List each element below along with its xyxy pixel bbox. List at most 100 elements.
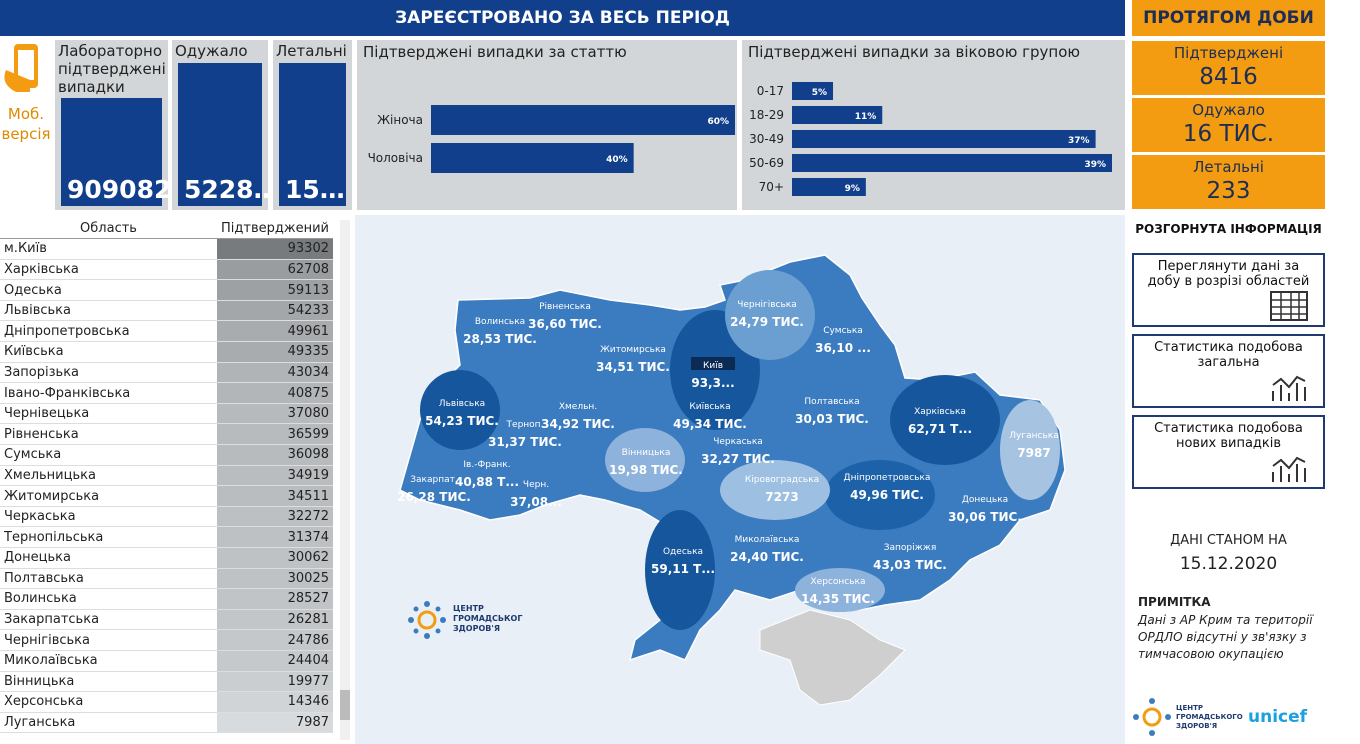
icon-part <box>1271 292 1307 320</box>
table-row: Тернопільська 31374 <box>0 526 333 548</box>
region-value: 59,11 Т... <box>651 562 715 576</box>
region-name: Львівська <box>0 300 218 322</box>
region-value: 24404 <box>217 650 333 672</box>
region-name: Дніпропетровська <box>0 320 218 343</box>
region-name: Одеська <box>0 279 218 301</box>
region-value: 54233 <box>217 300 333 322</box>
region-value: 40875 <box>217 382 333 404</box>
region-name: Волинська <box>475 317 525 327</box>
nav-button[interactable]: Статистика подобова нових випадків <box>1132 415 1325 489</box>
scrollbar[interactable] <box>340 220 350 740</box>
region-name: Волинська <box>0 588 218 610</box>
table-row: Волинська 28527 <box>0 588 333 610</box>
region-name: Житомирська <box>0 485 218 507</box>
region-value: 62,71 Т... <box>908 422 972 436</box>
button-icon <box>1270 291 1308 321</box>
region-value: 19977 <box>217 671 333 693</box>
daily-title: ПРОТЯГОМ ДОБИ <box>1132 0 1325 36</box>
category-label: 0-17 <box>757 84 784 98</box>
center-logo-text: ЦЕНТР ГРОМАДСЬКОГО ЗДОРОВ'Я <box>1176 703 1243 730</box>
region-value: 31,37 ТИС. <box>488 435 562 449</box>
nav-button[interactable]: Переглянути дані за добу в розрізі облас… <box>1132 253 1325 327</box>
table-row: Чернігівська 24786 <box>0 629 333 651</box>
table-row: м.Київ 93302 <box>0 238 333 260</box>
sidebar-title: РОЗГОРНУТА ІНФОРМАЦІЯ <box>1135 222 1322 236</box>
icon-part <box>1272 375 1306 401</box>
table-row: Харківська 62708 <box>0 259 333 281</box>
category-label: 50-69 <box>749 156 784 170</box>
region-name: Чернігівська <box>0 629 218 651</box>
region-value: 24,40 ТИС. <box>730 550 804 564</box>
daily-value: 233 <box>1206 178 1251 204</box>
unicef-logo: unicef <box>1248 707 1308 727</box>
table-row: Полтавська 30025 <box>0 568 333 590</box>
bar <box>431 105 735 135</box>
gender-chart: Жіноча 60% Чоловіча 40% <box>368 105 735 173</box>
nav-button[interactable]: Статистика подобова загальна <box>1132 334 1325 408</box>
region-name: Рівненська <box>0 423 218 446</box>
region-name: Полтавська <box>0 568 218 590</box>
region-value: 49,34 ТИС. <box>673 417 747 431</box>
region-value: 36,60 ТИС. <box>528 317 602 331</box>
region-name: Харківська <box>0 259 218 281</box>
category-label: 70+ <box>759 180 784 194</box>
button-label: Статистика подобова загальна <box>1154 340 1303 370</box>
category-label: 18-29 <box>749 108 784 122</box>
region-name: Сумська <box>823 326 863 336</box>
region-value: 34,92 ТИС. <box>541 417 615 431</box>
age-panel: Підтверджені випадки за віковою групою 0… <box>742 40 1125 210</box>
bar <box>431 143 634 173</box>
region-value: 7987 <box>1017 446 1050 460</box>
daily-label: Летальні <box>1193 158 1264 176</box>
region-value: 34511 <box>217 485 333 507</box>
table-row: Херсонська 14346 <box>0 691 333 713</box>
region-name: Київська <box>0 341 218 363</box>
region-name: Черкаська <box>713 437 763 447</box>
category-label: 30-49 <box>749 132 784 146</box>
table-row: Чернівецька 37080 <box>0 403 333 425</box>
column-header: Підтверджений <box>217 218 333 240</box>
table-row: Івано-Франківська 40875 <box>0 382 333 404</box>
bar <box>792 154 1112 172</box>
kpi-tile: Одужало 5228… <box>172 40 279 210</box>
category-label: Жіноча <box>377 113 423 127</box>
region-value: 43,03 ТИС. <box>873 558 947 572</box>
region-name: Донецька <box>0 547 218 569</box>
value-label: 37% <box>1068 136 1090 146</box>
value-label: 9% <box>845 184 860 194</box>
region-name: Одеська <box>663 547 703 557</box>
gender-title: Підтверджені випадки за статтю <box>363 43 627 61</box>
region-value: 26281 <box>217 609 333 631</box>
button-icon <box>1272 375 1306 401</box>
daily-tile: Одужало 16 ТИС. <box>1132 98 1325 152</box>
region-value: 37,08... <box>510 495 562 509</box>
note-title: ПРИМІТКА <box>1138 595 1211 609</box>
table-row: Дніпропетровська 49961 <box>0 320 333 343</box>
kpi-value: 909082 <box>61 98 171 206</box>
region-name: Полтавська <box>804 397 859 407</box>
daily-value: 8416 <box>1199 64 1258 90</box>
daily-tile: Летальні 233 <box>1132 155 1325 209</box>
table-row: Запорізька 43034 <box>0 362 333 384</box>
value-label: 5% <box>812 88 827 98</box>
bar <box>792 82 834 100</box>
region-value: 30,03 ТИС. <box>795 412 869 426</box>
region-value: 36,10 ... <box>815 341 871 355</box>
region-value: 7273 <box>765 490 798 504</box>
region-name: Сумська <box>0 444 218 466</box>
value-label: 11% <box>855 112 877 122</box>
region-name: Закарпатська <box>0 609 218 631</box>
kpi-tile: Летальні 15… <box>273 40 352 210</box>
kpi-label: Летальні <box>276 42 347 60</box>
region-name: Терноп. <box>506 420 544 430</box>
mobile-link[interactable]: Моб. версія <box>0 40 52 210</box>
region-value: 30025 <box>217 568 333 590</box>
region-value: 43034 <box>217 362 333 384</box>
bar <box>792 178 866 196</box>
region-name: Київська <box>689 402 730 412</box>
gender-panel: Підтверджені випадки за статтю Жіноча 60%… <box>357 40 737 210</box>
region-name: Івано-Франківська <box>0 382 218 404</box>
bar <box>792 106 883 124</box>
region-value: 54,23 ТИС. <box>425 414 499 428</box>
region-name: Дніпропетровська <box>844 473 931 483</box>
